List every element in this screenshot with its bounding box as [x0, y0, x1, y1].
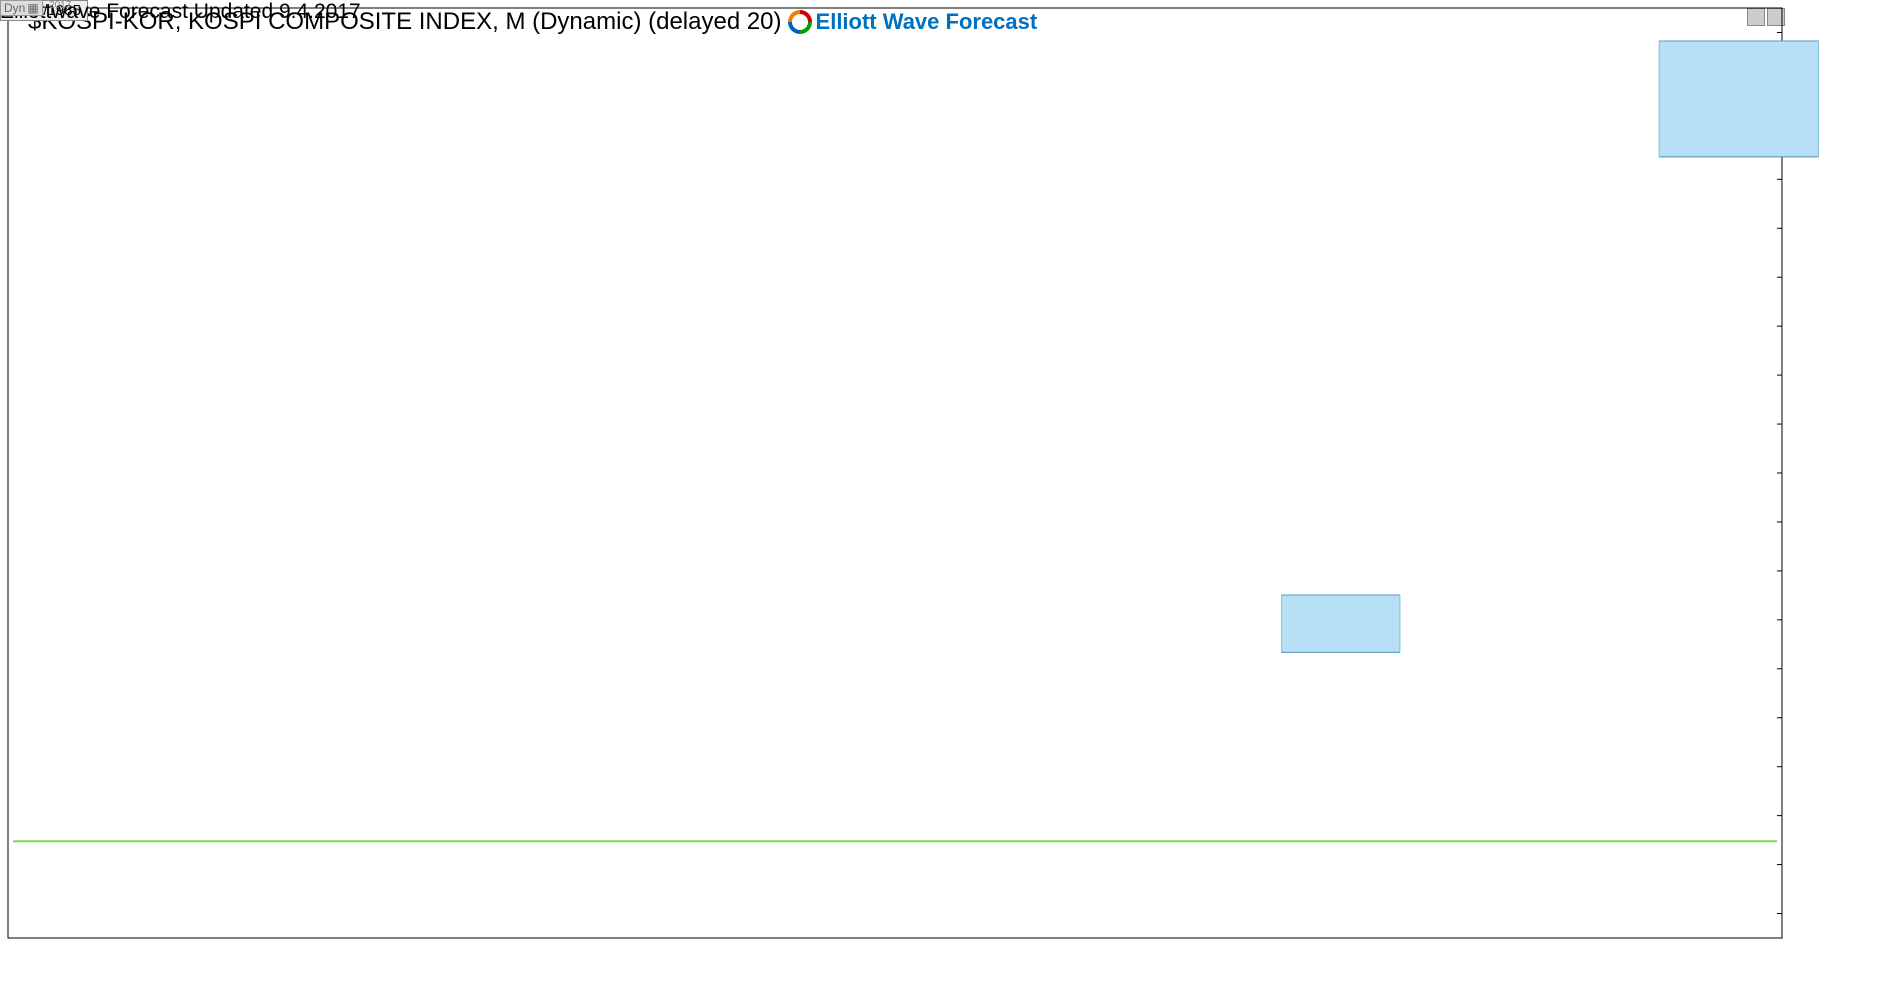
dyn-text: Dyn: [4, 1, 25, 15]
plot-svg: [0, 0, 1881, 981]
chart-root: * $KOSPI-KOR, KOSPI COMPOSITE INDEX, M (…: [0, 0, 1881, 981]
dyn-box[interactable]: Dyn ▦: [0, 0, 43, 16]
dyn-icon: ▦: [27, 1, 38, 15]
